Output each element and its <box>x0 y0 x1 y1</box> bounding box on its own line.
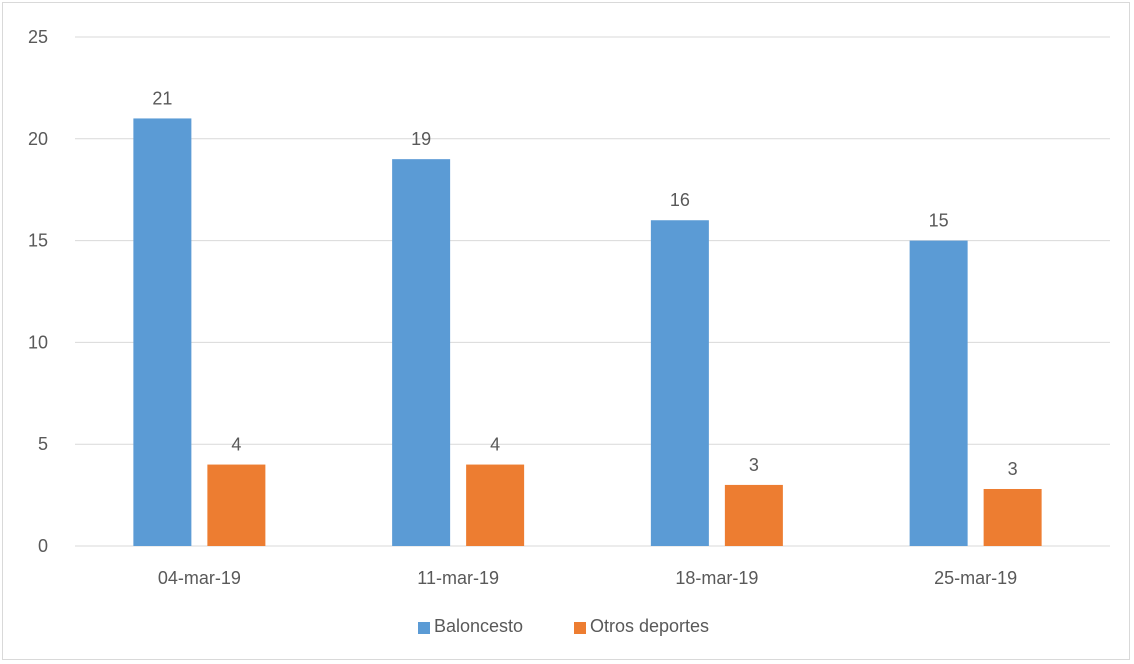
y-tick-label: 15 <box>28 231 48 251</box>
data-label-baloncesto: 21 <box>152 88 172 108</box>
data-label-otros-deportes: 3 <box>749 455 759 475</box>
bars <box>133 118 1042 547</box>
data-label-baloncesto: 15 <box>929 211 949 231</box>
y-tick-label: 10 <box>28 332 48 352</box>
y-axis-ticks: 0 5 10 15 20 25 <box>28 27 48 556</box>
legend-swatch-baloncesto <box>418 622 430 634</box>
bar-baloncesto <box>133 118 192 546</box>
x-axis-ticks: 04-mar-19 11-mar-19 18-mar-19 25-mar-19 <box>158 568 1017 588</box>
x-tick-label: 11-mar-19 <box>417 568 499 588</box>
bar-baloncesto <box>650 220 709 547</box>
data-label-otros-deportes: 4 <box>490 435 500 455</box>
data-label-otros-deportes: 4 <box>231 435 241 455</box>
bar-otros-deportes <box>466 464 525 546</box>
data-label-otros-deportes: 3 <box>1008 459 1018 479</box>
y-tick-label: 25 <box>28 27 48 47</box>
bar-otros-deportes <box>983 488 1042 546</box>
legend-label-baloncesto: Baloncesto <box>434 616 523 636</box>
x-tick-label: 25-mar-19 <box>934 568 1017 588</box>
data-label-baloncesto: 19 <box>411 129 431 149</box>
x-tick-label: 04-mar-19 <box>158 568 241 588</box>
bar-otros-deportes <box>724 484 783 546</box>
y-tick-label: 5 <box>38 434 48 454</box>
legend: Baloncesto Otros deportes <box>418 616 709 636</box>
legend-label-otros-deportes: Otros deportes <box>590 616 709 636</box>
y-tick-label: 20 <box>28 129 48 149</box>
data-label-baloncesto: 16 <box>670 190 690 210</box>
x-tick-label: 18-mar-19 <box>675 568 758 588</box>
y-tick-label: 0 <box>38 536 48 556</box>
data-labels: 21 4 19 4 16 3 15 3 <box>152 88 1017 479</box>
bar-baloncesto <box>392 159 451 546</box>
bar-baloncesto <box>909 240 968 546</box>
bar-otros-deportes <box>207 464 266 546</box>
legend-swatch-otros-deportes <box>574 622 586 634</box>
